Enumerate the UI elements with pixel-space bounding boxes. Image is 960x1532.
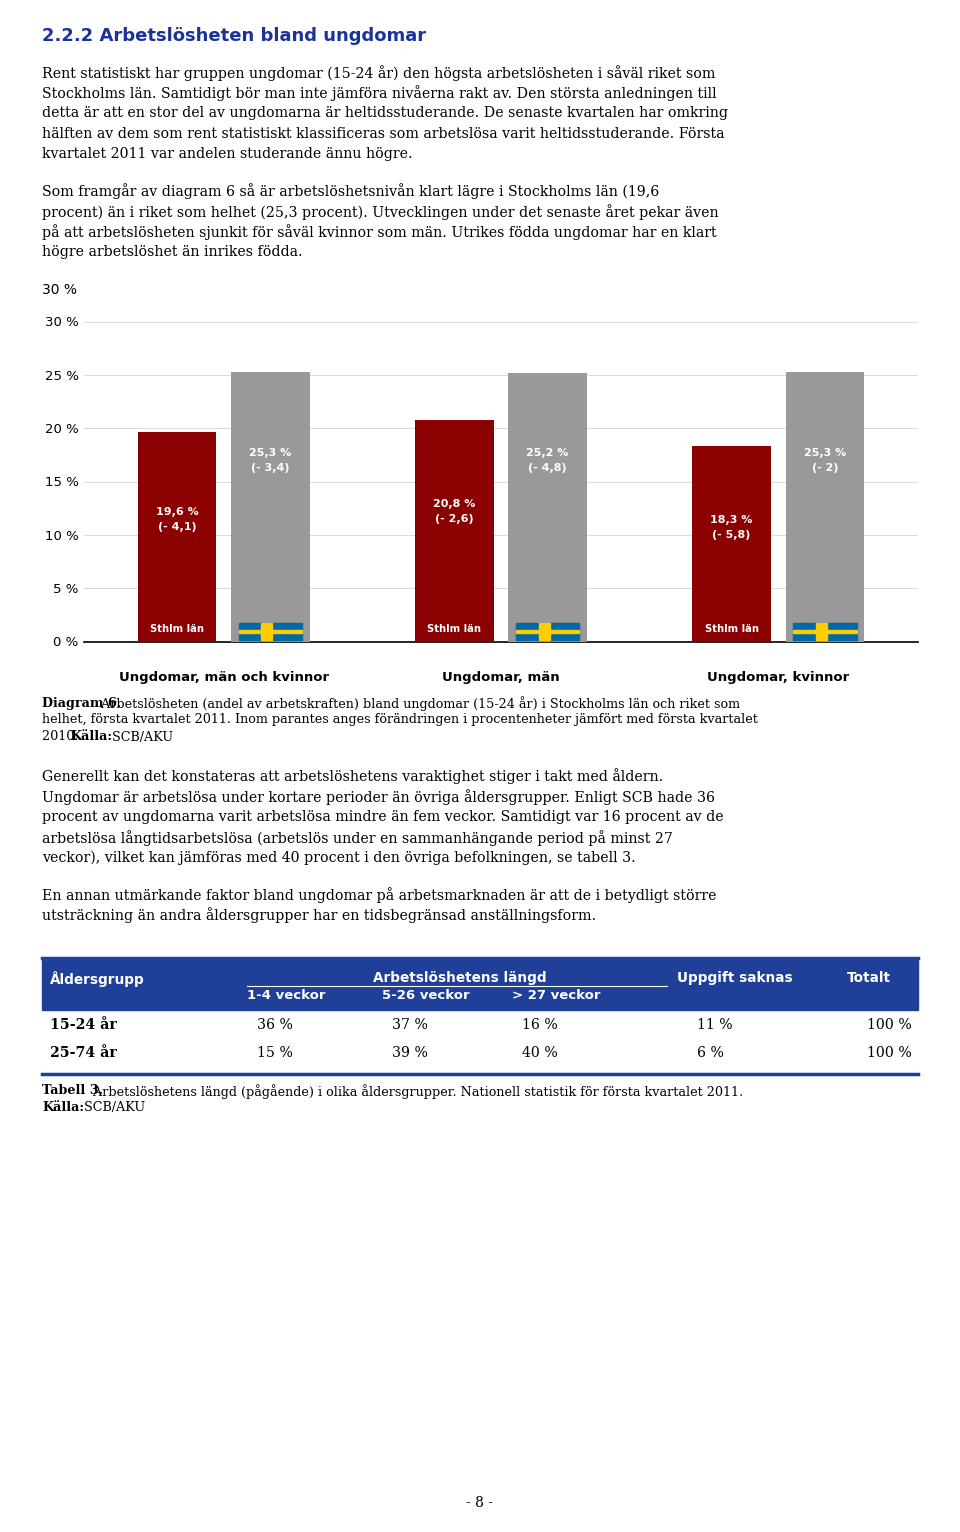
Text: Stockholms län. Samtidigt bör man inte jämföra nivåerna rakt av. Den största anl: Stockholms län. Samtidigt bör man inte j… — [42, 86, 716, 101]
Text: högre arbetslöshet än inrikes födda.: högre arbetslöshet än inrikes födda. — [42, 245, 302, 259]
Text: 37 %: 37 % — [392, 1017, 428, 1033]
Text: En annan utmärkande faktor bland ungdomar på arbetsmarknaden är att de i betydli: En annan utmärkande faktor bland ungdoma… — [42, 887, 716, 902]
Text: Åldersgrupp: Åldersgrupp — [50, 971, 145, 987]
Text: på att arbetslösheten sjunkit för såväl kvinnor som män. Utrikes födda ungdomar : på att arbetslösheten sjunkit för såväl … — [42, 225, 716, 241]
Text: Källa:: Källa: — [42, 1102, 84, 1114]
Text: kvartalet 2011 var andelen studerande ännu högre.: kvartalet 2011 var andelen studerande än… — [42, 147, 413, 161]
Text: Uppgift saknas: Uppgift saknas — [677, 971, 793, 985]
Text: Arbetslöshetens längd: Arbetslöshetens längd — [372, 971, 546, 985]
Bar — [793, 624, 856, 640]
Bar — [692, 446, 771, 642]
Text: Totalt: Totalt — [847, 971, 891, 985]
Text: 6 %: 6 % — [697, 1046, 724, 1060]
Text: 11 %: 11 % — [697, 1017, 732, 1033]
Text: helhet, första kvartalet 2011. Inom parantes anges förändringen i procentenheter: helhet, första kvartalet 2011. Inom para… — [42, 714, 757, 726]
Text: 2010.: 2010. — [42, 731, 83, 743]
Text: 15-24 år: 15-24 år — [50, 1017, 117, 1033]
Bar — [793, 630, 856, 633]
Text: 25,2 %: 25,2 % — [526, 449, 568, 458]
Text: arbetslösa långtidsarbetslösa (arbetslös under en sammanhängande period på minst: arbetslösa långtidsarbetslösa (arbetslös… — [42, 830, 673, 846]
Text: Arbetslösheten (andel av arbetskraften) bland ungdomar (15-24 år) i Stockholms l: Arbetslösheten (andel av arbetskraften) … — [97, 697, 740, 711]
Text: (- 2): (- 2) — [811, 463, 838, 472]
Text: detta är att en stor del av ungdomarna är heltidsstuderande. De senaste kvartale: detta är att en stor del av ungdomarna ä… — [42, 106, 728, 119]
Text: 15 %: 15 % — [257, 1046, 293, 1060]
Bar — [816, 624, 827, 640]
Bar — [516, 630, 580, 633]
Text: Rent statistiskt har gruppen ungdomar (15-24 år) den högsta arbetslösheten i såv: Rent statistiskt har gruppen ungdomar (1… — [42, 64, 715, 81]
Bar — [415, 420, 493, 642]
Text: 2.2.2 Arbetslösheten bland ungdomar: 2.2.2 Arbetslösheten bland ungdomar — [42, 28, 426, 44]
Text: Sthlm län: Sthlm län — [150, 624, 204, 634]
Bar — [238, 624, 302, 640]
Text: 1-4 veckor: 1-4 veckor — [247, 990, 325, 1002]
Text: veckor), vilket kan jämföras med 40 procent i den övriga befolkningen, se tabell: veckor), vilket kan jämföras med 40 proc… — [42, 850, 636, 866]
Bar — [42, 958, 918, 1010]
Text: 25,3 %: 25,3 % — [804, 447, 846, 458]
Text: 100 %: 100 % — [867, 1046, 912, 1060]
Bar — [231, 372, 310, 642]
Text: Som framgår av diagram 6 så är arbetslöshetsnivån klart lägre i Stockholms län (: Som framgår av diagram 6 så är arbetslös… — [42, 184, 660, 199]
Text: procent av ungdomarna varit arbetslösa mindre än fem veckor. Samtidigt var 16 pr: procent av ungdomarna varit arbetslösa m… — [42, 809, 724, 824]
Text: procent) än i riket som helhet (25,3 procent). Utvecklingen under det senaste år: procent) än i riket som helhet (25,3 pro… — [42, 204, 719, 221]
Text: > 27 veckor: > 27 veckor — [512, 990, 601, 1002]
Text: (- 4,8): (- 4,8) — [528, 463, 567, 473]
Text: 100 %: 100 % — [867, 1017, 912, 1033]
Text: Ungdomar är arbetslösa under kortare perioder än övriga åldersgrupper. Enligt SC: Ungdomar är arbetslösa under kortare per… — [42, 789, 715, 804]
Text: (- 5,8): (- 5,8) — [712, 530, 751, 541]
Bar — [509, 372, 587, 642]
Text: 25,3 %: 25,3 % — [250, 447, 292, 458]
Text: SCB/AKU: SCB/AKU — [108, 731, 173, 743]
Text: - 8 -: - 8 - — [467, 1497, 493, 1511]
Text: Sthlm län: Sthlm län — [705, 624, 758, 634]
Text: 30 %: 30 % — [42, 283, 77, 297]
Bar — [42, 1014, 918, 1042]
Text: Sthlm län: Sthlm län — [427, 624, 481, 634]
Text: 16 %: 16 % — [522, 1017, 558, 1033]
Text: 19,6 %: 19,6 % — [156, 507, 199, 516]
Text: Tabell 3.: Tabell 3. — [42, 1085, 103, 1097]
Bar — [516, 624, 580, 640]
Text: 5-26 veckor: 5-26 veckor — [382, 990, 469, 1002]
Text: Ungdomar, män: Ungdomar, män — [443, 671, 560, 685]
Bar — [785, 372, 864, 642]
Bar — [138, 432, 216, 642]
Bar — [261, 624, 273, 640]
Bar — [42, 1042, 918, 1069]
Text: 39 %: 39 % — [392, 1046, 428, 1060]
Text: Ungdomar, kvinnor: Ungdomar, kvinnor — [708, 671, 850, 685]
Bar — [238, 630, 302, 633]
Text: Diagram 6.: Diagram 6. — [42, 697, 121, 709]
Text: Generellt kan det konstateras att arbetslöshetens varaktighet stiger i takt med : Generellt kan det konstateras att arbets… — [42, 769, 663, 784]
Text: 36 %: 36 % — [257, 1017, 293, 1033]
Text: Källa:: Källa: — [70, 731, 112, 743]
Text: (- 3,4): (- 3,4) — [252, 463, 290, 472]
Text: Ungdomar, män och kvinnor: Ungdomar, män och kvinnor — [119, 671, 329, 685]
Text: Arbetslöshetens längd (pågående) i olika åldersgrupper. Nationell statistik för : Arbetslöshetens längd (pågående) i olika… — [89, 1085, 743, 1098]
Text: utsträckning än andra åldersgrupper har en tidsbegränsad anställningsform.: utsträckning än andra åldersgrupper har … — [42, 907, 596, 924]
Text: SCB/AKU: SCB/AKU — [80, 1102, 145, 1114]
Text: (- 2,6): (- 2,6) — [435, 513, 473, 524]
Text: hälften av dem som rent statistiskt klassificeras som arbetslösa varit heltidsst: hälften av dem som rent statistiskt klas… — [42, 127, 725, 141]
Text: 40 %: 40 % — [522, 1046, 558, 1060]
Bar — [539, 624, 549, 640]
Text: 18,3 %: 18,3 % — [710, 515, 753, 525]
Text: 25-74 år: 25-74 år — [50, 1046, 117, 1060]
Text: (- 4,1): (- 4,1) — [157, 522, 197, 532]
Text: 20,8 %: 20,8 % — [433, 499, 475, 509]
